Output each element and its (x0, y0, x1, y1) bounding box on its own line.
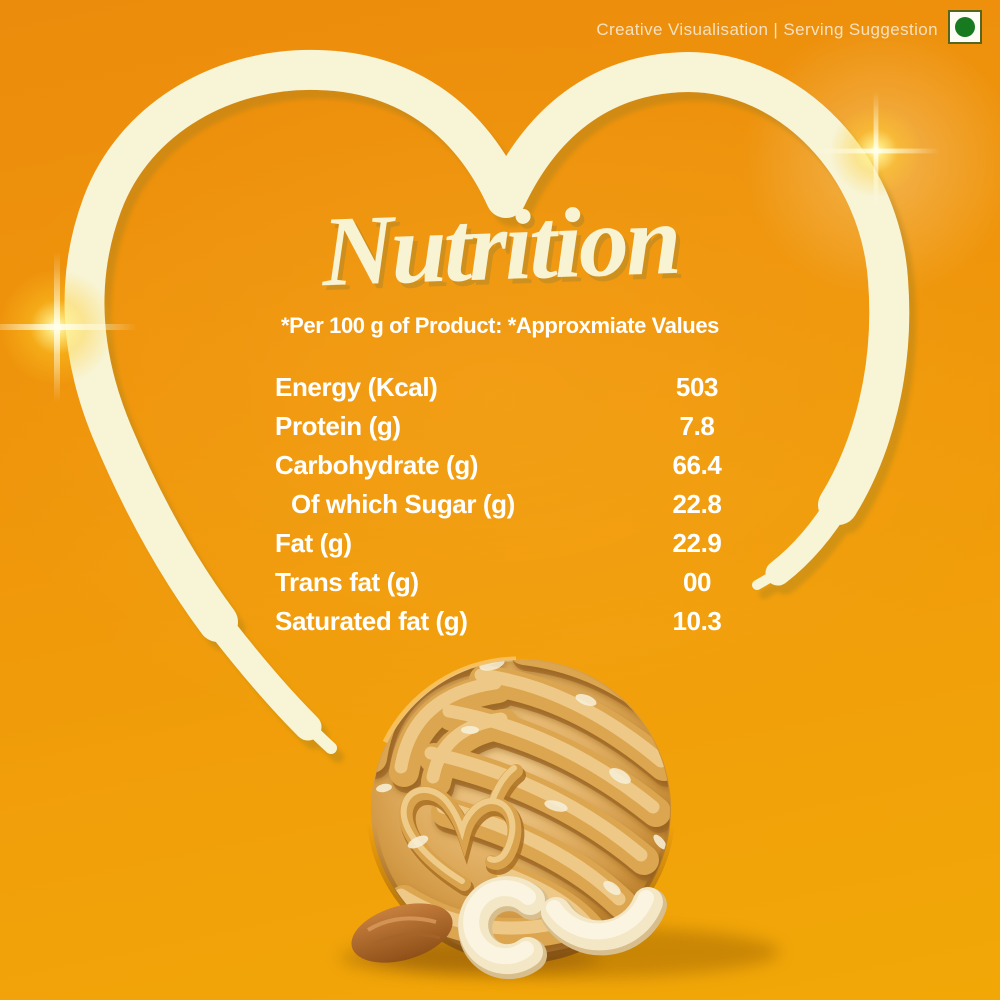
nutrition-table: Energy (Kcal) 503 Protein (g) 7.8 Carboh… (275, 368, 745, 641)
row-label: Carbohydrate (g) (275, 450, 479, 480)
row-label: Saturated fat (g) (275, 606, 468, 636)
veg-mark-icon (948, 10, 982, 44)
table-row: Fat (g) 22.9 (275, 524, 745, 563)
table-row: Of which Sugar (g) 22.8 (275, 485, 745, 524)
row-label: Energy (Kcal) (275, 372, 438, 402)
row-label: Of which Sugar (g) (291, 489, 515, 519)
row-value: 22.8 (672, 489, 722, 519)
disclaimer-note: Creative Visualisation | Serving Suggest… (596, 20, 938, 39)
row-value: 22.9 (672, 528, 722, 558)
row-value: 66.4 (672, 450, 722, 480)
row-value: 00 (682, 567, 712, 597)
row-label: Protein (g) (275, 411, 401, 441)
row-label: Fat (g) (275, 528, 352, 558)
table-row: Protein (g) 7.8 (275, 407, 745, 446)
almond-image (351, 903, 453, 963)
table-row: Carbohydrate (g) 66.4 (275, 446, 745, 485)
table-row: Energy (Kcal) 503 (275, 368, 745, 407)
subtitle-note: *Per 100 g of Product: *Approxmiate Valu… (280, 313, 719, 338)
row-value: 503 (675, 372, 719, 402)
table-row: Trans fat (g) 00 (275, 563, 745, 602)
row-value: 10.3 (672, 606, 722, 636)
biscuit-image (340, 654, 780, 978)
veg-dot (955, 17, 975, 37)
row-value: 7.8 (679, 411, 715, 441)
table-row: Saturated fat (g) 10.3 (275, 602, 745, 641)
row-label: Trans fat (g) (275, 567, 419, 597)
